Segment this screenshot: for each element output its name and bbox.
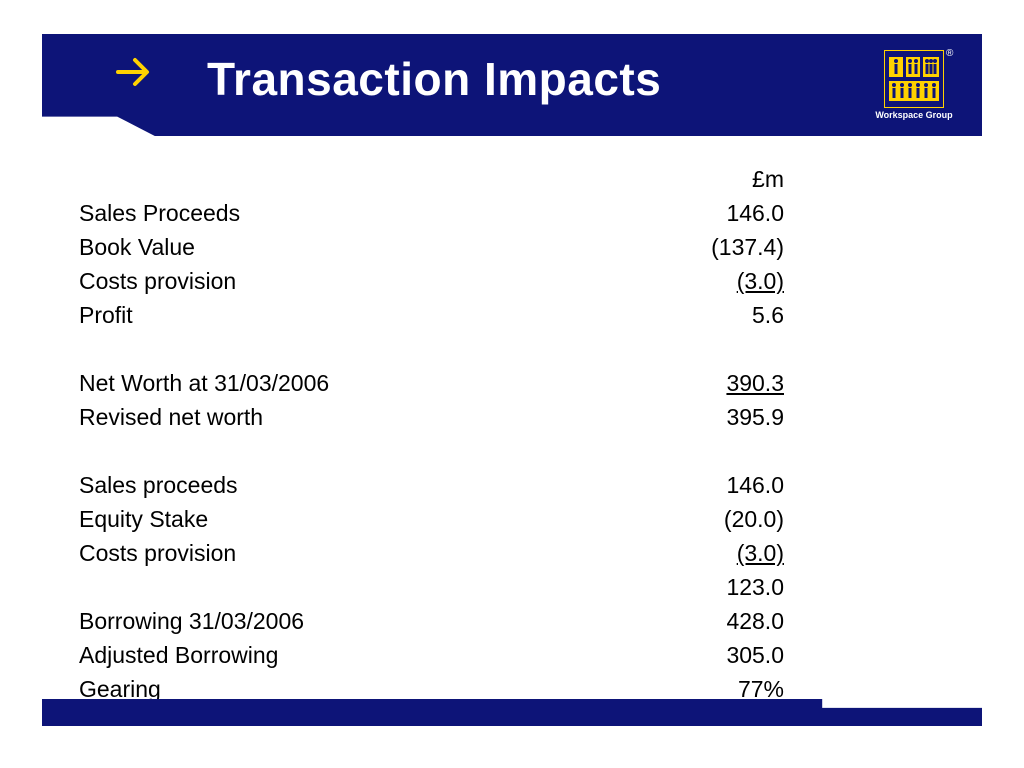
row-value: (3.0) bbox=[736, 540, 784, 566]
table-row: Gearing 77% bbox=[79, 672, 784, 706]
registered-mark: ® bbox=[946, 48, 954, 59]
row-value: (3.0) bbox=[736, 268, 784, 294]
table-row: Profit 5.6 bbox=[79, 298, 784, 332]
table-row: Borrowing 31/03/2006 428.0 bbox=[79, 604, 784, 638]
row-label: Gearing bbox=[79, 676, 161, 702]
row-value: 123.0 bbox=[726, 574, 784, 600]
row-value: 305.0 bbox=[726, 642, 784, 668]
table-row: Costs provision (3.0) bbox=[79, 536, 784, 570]
row-value: (20.0) bbox=[723, 506, 784, 532]
table-row: Sales Proceeds 146.0 bbox=[79, 196, 784, 230]
table-row bbox=[79, 434, 784, 468]
table-row: 123.0 bbox=[79, 570, 784, 604]
arrow-right-icon bbox=[116, 58, 149, 86]
table-header-row: £m bbox=[79, 162, 784, 196]
workspace-group-logo: ® Workspace Group bbox=[870, 48, 958, 126]
table-rows: Sales Proceeds 146.0 Book Value (137.4) Cost… bbox=[79, 196, 784, 706]
table-row: Adjusted Borrowing 305.0 bbox=[79, 638, 784, 672]
row-value: 395.9 bbox=[726, 404, 784, 430]
table-row: Revised net worth 395.9 bbox=[79, 400, 784, 434]
row-value: (137.4) bbox=[711, 234, 784, 260]
row-label: Adjusted Borrowing bbox=[79, 642, 279, 668]
table-row: Equity Stake (20.0) bbox=[79, 502, 784, 536]
row-label: Net Worth at 31/03/2006 bbox=[79, 370, 330, 396]
row-label: Costs provision bbox=[79, 268, 237, 294]
row-label: Revised net worth bbox=[79, 404, 264, 430]
row-value: 77% bbox=[737, 676, 784, 702]
title-banner bbox=[42, 34, 982, 136]
row-value: 146.0 bbox=[726, 200, 784, 226]
row-value: 146.0 bbox=[726, 472, 784, 498]
people-grid-icon bbox=[884, 50, 944, 108]
table-row bbox=[79, 332, 784, 366]
row-label: Sales proceeds bbox=[79, 472, 238, 498]
row-value: 390.3 bbox=[726, 370, 784, 396]
unit-header: £m bbox=[752, 166, 784, 192]
row-label: Equity Stake bbox=[79, 506, 209, 532]
row-label: Costs provision bbox=[79, 540, 237, 566]
row-label: Borrowing 31/03/2006 bbox=[79, 608, 305, 634]
row-value: 428.0 bbox=[726, 608, 784, 634]
table-row: Sales proceeds 146.0 bbox=[79, 468, 784, 502]
row-value: 5.6 bbox=[752, 302, 784, 328]
logo-text: Workspace Group bbox=[875, 110, 953, 120]
row-label: Profit bbox=[79, 302, 133, 328]
table-row: Net Worth at 31/03/2006 390.3 bbox=[79, 366, 784, 400]
financial-table: £m Sales Proceeds 146.0 Book Value (137.4) C… bbox=[79, 162, 784, 706]
row-label: Sales Proceeds bbox=[79, 200, 241, 226]
page-title: Transaction Impacts bbox=[207, 53, 662, 105]
row-label: Book Value bbox=[79, 234, 195, 260]
table-row: Costs provision (3.0) bbox=[79, 264, 784, 298]
table-row: Book Value (137.4) bbox=[79, 230, 784, 264]
footer-bar bbox=[42, 699, 982, 726]
